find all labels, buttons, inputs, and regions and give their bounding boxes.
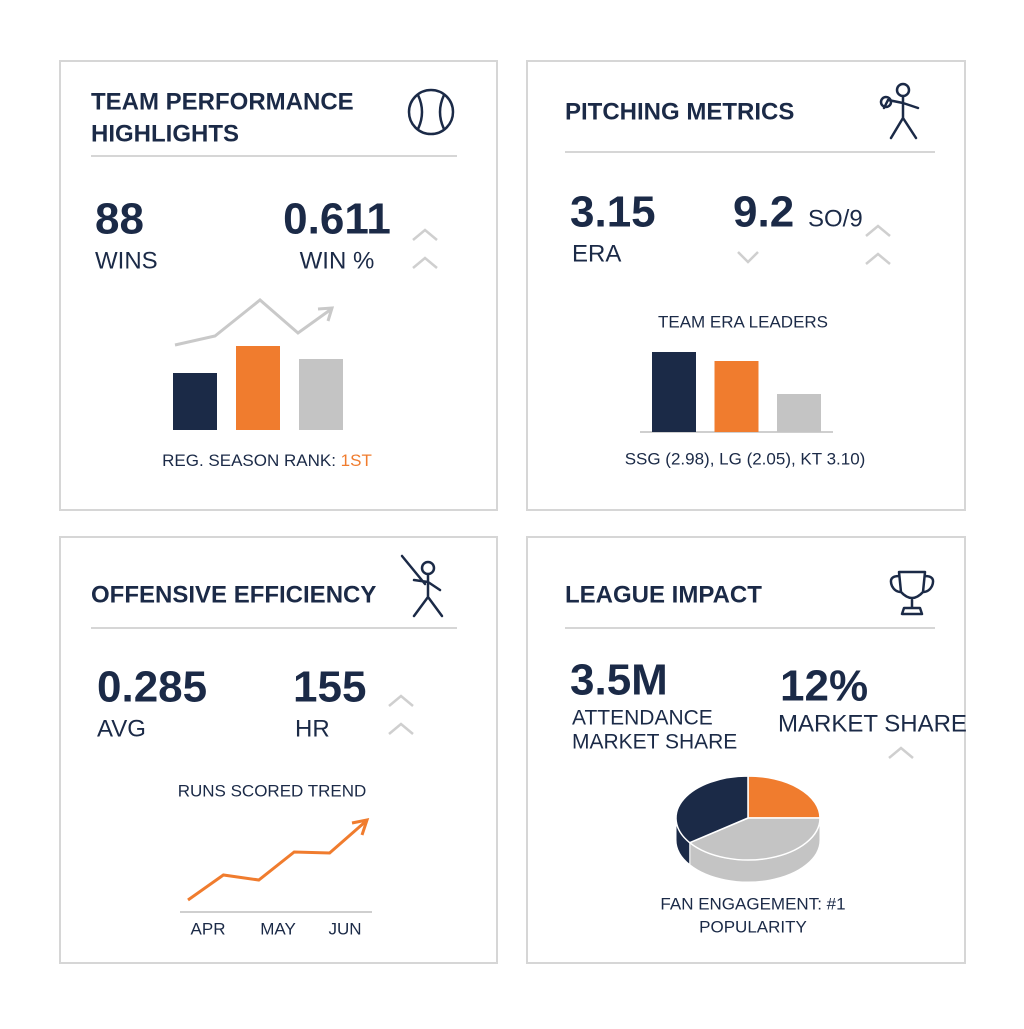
stat-label: HR [295,715,330,742]
chevrons [388,224,914,759]
bar [236,346,280,430]
bar [777,394,821,432]
bar [652,352,696,432]
panel-title: HIGHLIGHTS [91,120,239,147]
footer: FAN ENGAGEMENT: #1 [660,894,845,913]
panel-title: LEAGUE IMPACT [565,581,762,608]
arrow-head [351,818,370,836]
footer: SSG (2.98), LG (2.05), KT 3.10) [625,449,866,468]
panel [526,60,966,511]
stat-value: 3.15 [570,188,656,237]
stat-value: 3.5M [570,656,668,705]
pie-slice [747,775,821,819]
stat-value: 12% [780,662,868,711]
panel [59,536,498,964]
stat-value: 0.611 [283,195,391,244]
pie-slice [688,817,821,861]
panel [526,536,966,964]
stat-label: AVG [97,715,146,742]
trophy-icon [889,570,935,616]
chart-title: TEAM ERA LEADERS [658,312,828,331]
stat-label: WINS [95,247,158,274]
stat-value: 9.2 [733,188,794,237]
panel-title: OFFENSIVE EFFICIENCY [91,581,376,608]
chart-title: RUNS SCORED TREND [178,781,367,800]
trend-decoration [174,298,335,347]
pie-slice [675,775,749,844]
stat-label: MARKET SHARE [778,710,967,737]
stat-label: WIN % [300,247,375,274]
stat-label: ATTENDANCE [572,707,713,730]
bar [714,361,759,432]
stat-value: 0.285 [97,663,207,712]
panel-title: TEAM PERFORMANCE [91,88,354,115]
footer-highlight: 1ST [341,451,372,470]
footer: POPULARITY [699,917,807,936]
pitcher-icon [879,82,920,140]
stat-value: 88 [95,195,144,244]
bar [173,373,217,430]
stat-label: ERA [572,240,621,267]
stat-label: SO/9 [808,205,863,232]
panel [59,60,498,511]
stat-label: MARKET SHARE [572,731,737,754]
panel-title: PITCHING METRICS [565,98,794,125]
x-label: JUN [328,919,361,938]
footer-label: REG. SEASON RANK: [162,451,341,470]
trend-line [187,820,366,902]
stat-value: 155 [293,663,366,712]
footer: REG. SEASON RANK: 1ST [162,451,372,470]
x-label: MAY [260,919,296,938]
x-label: APR [191,919,226,938]
batter-icon [400,554,444,618]
baseball-icon [407,88,455,136]
bar [299,359,343,430]
